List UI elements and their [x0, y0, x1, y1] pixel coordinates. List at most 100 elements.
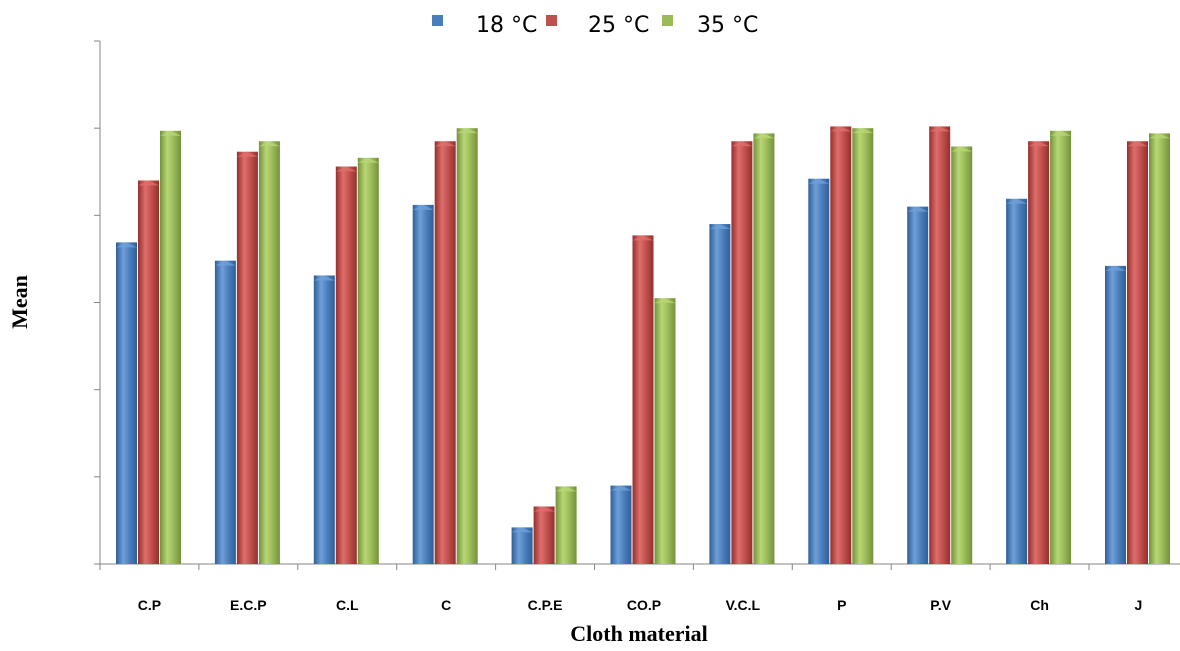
- x-tick-label: J: [1135, 597, 1143, 613]
- bar-ecp-35c: [258, 141, 280, 564]
- bar-p-35c: [852, 128, 874, 564]
- bar-j-18c: [1105, 265, 1126, 564]
- x-tick-label: C.P.E: [528, 597, 563, 613]
- bar-cap: [456, 128, 478, 134]
- x-axis-ticks: [99, 564, 1090, 570]
- bar-cap: [1050, 130, 1072, 136]
- bars: [116, 126, 1170, 565]
- bar-cap: [654, 298, 676, 304]
- bar-cp-18c: [116, 242, 137, 565]
- bar-cap: [313, 275, 335, 281]
- bar-body: [138, 180, 159, 564]
- bar-cpe-35c: [555, 486, 577, 564]
- bar-body: [456, 128, 478, 564]
- bar-ch-18c: [1006, 198, 1028, 564]
- bar-cap: [951, 146, 973, 152]
- bar-vcl-35c: [753, 133, 775, 564]
- bar-c-25c: [434, 141, 456, 564]
- x-tick-label: Ch: [1030, 597, 1049, 613]
- bar-cap: [753, 133, 775, 139]
- bar-body: [753, 133, 775, 564]
- bar-body: [258, 141, 280, 564]
- bar-cop-35c: [654, 298, 676, 564]
- x-tick-label: C.P: [138, 597, 161, 613]
- bar-body: [116, 242, 137, 565]
- bar-body: [654, 298, 676, 564]
- bar-c-35c: [456, 128, 478, 564]
- bar-body: [533, 506, 555, 564]
- bar-body: [852, 128, 874, 564]
- legend-swatch-18c: [432, 15, 443, 26]
- bar-p-25c: [830, 126, 852, 564]
- bar-cpe-25c: [533, 506, 555, 564]
- bar-j-25c: [1127, 141, 1148, 564]
- legend-item-18c: 18 °C: [432, 13, 537, 38]
- bar-cap: [709, 224, 731, 230]
- bar-body: [160, 130, 181, 564]
- bar-cap: [808, 178, 830, 184]
- x-tick-label: P: [837, 597, 846, 613]
- bar-body: [1050, 130, 1072, 564]
- bar-cop-18c: [610, 485, 632, 564]
- bar-cl-25c: [335, 166, 357, 564]
- bar-body: [412, 204, 434, 564]
- bar-cpe-18c: [511, 527, 533, 564]
- bar-ecp-25c: [236, 151, 258, 564]
- bar-pv-18c: [907, 206, 929, 564]
- bar-cap: [1149, 133, 1170, 139]
- x-tick-label: P.V: [930, 597, 951, 613]
- legend-label-35c: 35 °C: [697, 13, 758, 38]
- bar-body: [808, 178, 830, 564]
- bar-cap: [434, 141, 456, 147]
- bar-cap: [236, 151, 258, 157]
- bar-body: [632, 235, 654, 565]
- x-axis-labels: C.P E.C.P C.L C C.P.E CO.P V.C.L P P.V Ch J: [138, 597, 1143, 613]
- bar-cap: [116, 242, 137, 248]
- bar-cap: [852, 128, 874, 134]
- bar-pv-25c: [929, 126, 951, 564]
- bar-body: [1006, 198, 1028, 564]
- bar-cop-25c: [632, 235, 654, 565]
- legend-item-35c: 35 °C: [662, 13, 758, 38]
- bar-ch-35c: [1050, 130, 1072, 564]
- bar-cap: [357, 157, 379, 163]
- bar-cap: [160, 130, 181, 136]
- bar-cap: [533, 506, 555, 512]
- bar-cap: [138, 180, 159, 186]
- bar-p-18c: [808, 178, 830, 564]
- bar-cap: [1127, 141, 1148, 147]
- bar-body: [313, 275, 335, 564]
- y-axis-ticks: [94, 40, 100, 565]
- bar-body: [929, 126, 951, 564]
- legend-swatch-35c: [662, 15, 673, 26]
- bar-cp-25c: [138, 180, 159, 564]
- bar-body: [1028, 141, 1050, 564]
- bar-body: [1127, 141, 1148, 564]
- bar-cap: [1006, 198, 1028, 204]
- bar-body: [1105, 265, 1126, 564]
- bar-body: [830, 126, 852, 564]
- y-axis-title: Mean: [7, 275, 32, 329]
- bar-c-18c: [412, 204, 434, 564]
- bar-body: [434, 141, 456, 564]
- legend-label-25c: 25 °C: [588, 13, 649, 38]
- bar-cl-35c: [357, 157, 379, 564]
- bar-cap: [214, 260, 236, 266]
- bar-pv-35c: [951, 146, 973, 564]
- bar-body: [214, 260, 236, 564]
- x-tick-label: C.L: [336, 597, 359, 613]
- bar-ch-25c: [1028, 141, 1050, 564]
- bar-cap: [335, 166, 357, 172]
- bar-cap: [412, 204, 434, 210]
- bar-cap: [258, 141, 280, 147]
- bar-body: [1149, 133, 1170, 564]
- x-tick-label: E.C.P: [230, 597, 267, 613]
- bar-vcl-18c: [709, 224, 731, 565]
- bar-cp-35c: [160, 130, 181, 564]
- legend-label-18c: 18 °C: [476, 13, 537, 38]
- legend: 18 °C 25 °C 35 °C: [432, 13, 758, 38]
- bar-body: [236, 151, 258, 564]
- bar-j-35c: [1149, 133, 1170, 564]
- bar-body: [555, 486, 577, 564]
